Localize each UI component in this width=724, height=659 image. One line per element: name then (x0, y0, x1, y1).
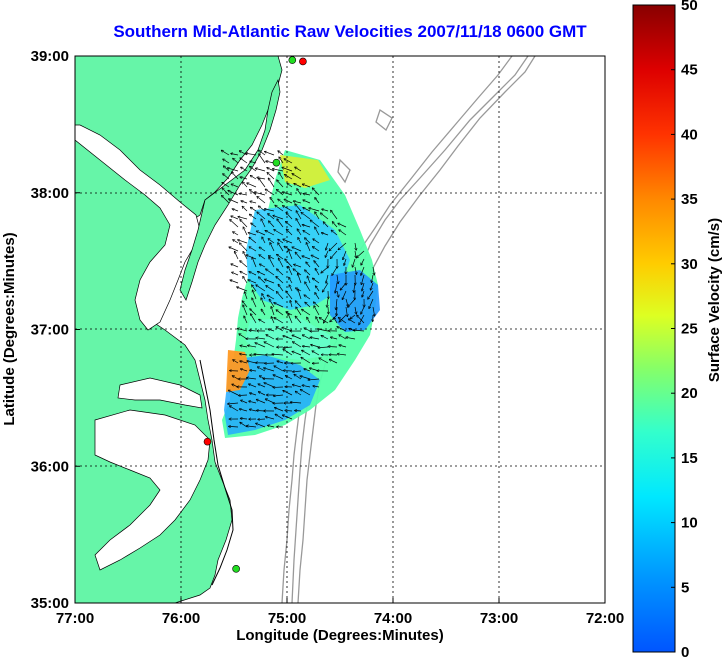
x-tick-label: 72:00 (586, 610, 624, 627)
colorbar-tick-label: 0 (681, 644, 689, 659)
y-tick-labels: 39:00 38:00 37:00 36:00 35:00 (31, 48, 80, 612)
colorbar-tick-label: 25 (681, 321, 698, 338)
x-tick-label: 74:00 (374, 610, 412, 627)
x-tick-label: 77:00 (56, 610, 94, 627)
colorbar-tick-label: 30 (681, 256, 698, 273)
colorbar-tick-label: 20 (681, 385, 698, 402)
velocity-patch-east (330, 270, 380, 332)
hatteras-station (232, 565, 240, 573)
colorbar-tick-label: 50 (681, 0, 698, 14)
x-tick-labels: 77:00 76:00 75:00 74:00 73:00 72:00 (56, 598, 624, 627)
y-tick-label: 36:00 (31, 458, 69, 475)
y-tick-label: 35:00 (31, 595, 69, 612)
stations (203, 56, 307, 573)
duck-station (203, 437, 212, 446)
outer-banks (199, 359, 234, 586)
velocity-patch-teal (245, 318, 330, 360)
chesapeake-bay (75, 124, 201, 331)
x-axis-label: Longitude (Degrees:Minutes) (236, 627, 444, 644)
colorbar (632, 4, 676, 653)
velocity-arrows (221, 150, 374, 427)
delmarva-station (272, 158, 281, 167)
pamlico-sound (94, 409, 211, 571)
colorbar-tick-label: 45 (681, 62, 698, 79)
colorbar-tick-label: 40 (681, 126, 698, 143)
colorbar-tick-label: 10 (681, 515, 698, 532)
x-tick-label: 75:00 (268, 610, 306, 627)
velocity-field (221, 150, 380, 438)
colorbar-tick-label: 15 (681, 450, 698, 467)
velocity-patch-yellow (280, 155, 330, 188)
colorbar-label: Surface Velocity (cm/s) (706, 218, 723, 382)
y-tick-label: 38:00 (31, 185, 69, 202)
north-station (299, 57, 307, 66)
albemarle-sound (117, 377, 203, 409)
grid-lines (75, 56, 605, 603)
map-title: Southern Mid-Atlantic Raw Velocities 200… (113, 22, 587, 41)
colorbar-tick-label: 5 (681, 579, 689, 596)
y-tick-label: 37:00 (31, 322, 69, 339)
north-station-b (288, 56, 297, 64)
y-axis-label: Latitude (Degrees:Minutes) (1, 232, 18, 425)
x-tick-label: 76:00 (162, 610, 200, 627)
y-tick-label: 39:00 (31, 48, 69, 65)
colorbar-tick-label: 35 (681, 191, 698, 208)
velocity-patch-blue (246, 205, 350, 310)
x-tick-label: 73:00 (480, 610, 518, 627)
